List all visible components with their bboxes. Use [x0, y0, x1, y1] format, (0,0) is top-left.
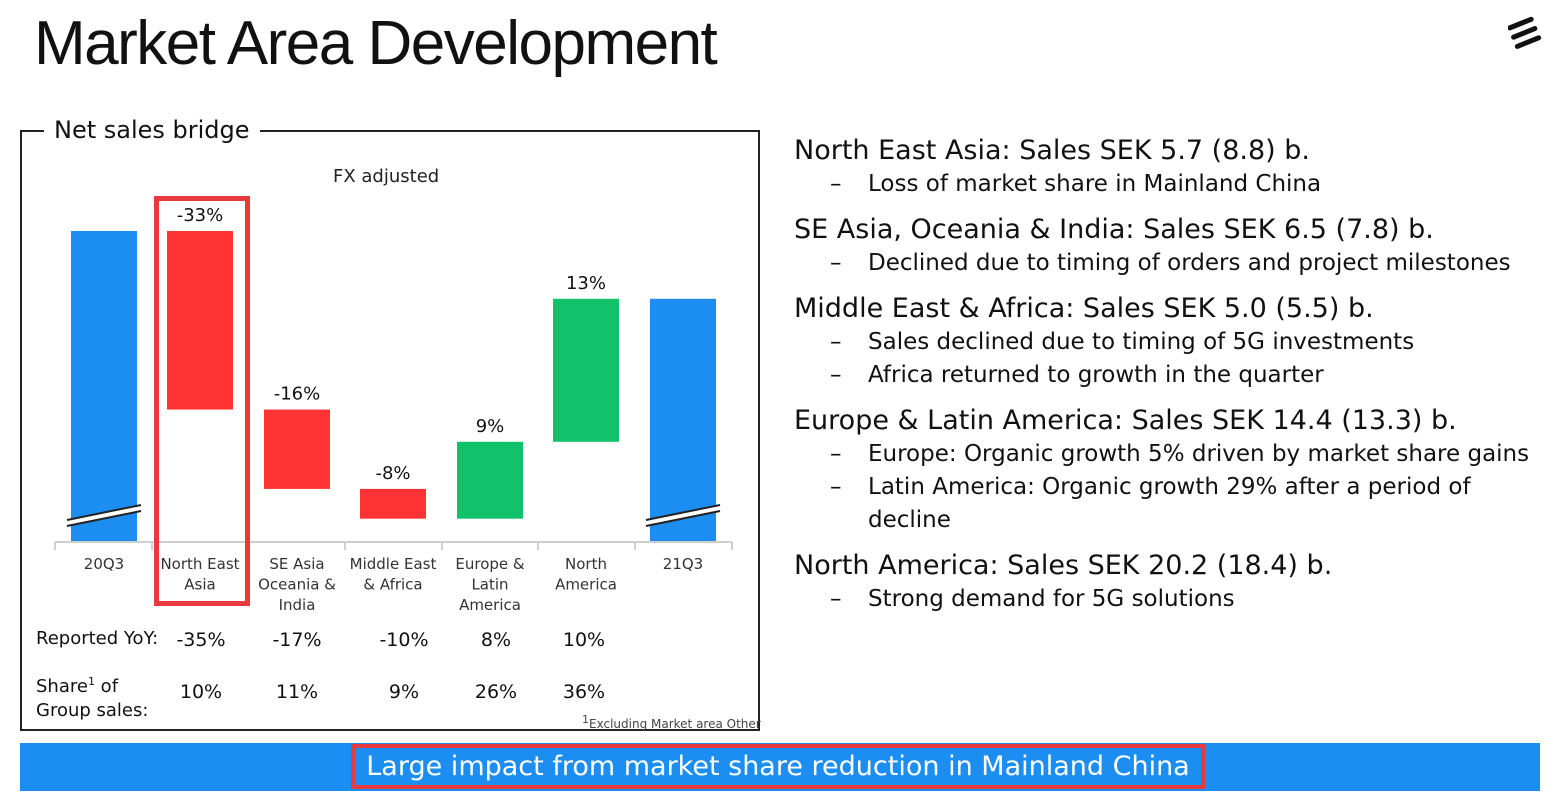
region-europe-latin-america: Europe & Latin America: Sales SEK 14.4 (… [794, 404, 1554, 537]
bar-4 [457, 441, 523, 519]
category-label-2-1: Oceania & [258, 576, 336, 594]
key-message-banner [20, 743, 1540, 791]
banner-text: Large impact from market share reduction… [366, 751, 1190, 782]
region-se-asia-oceania-india: SE Asia, Oceania & India: Sales SEK 6.5 … [794, 213, 1554, 280]
data-label-4: 9% [476, 416, 505, 437]
table-cell-reported-yoy-seaoi: -17% [272, 629, 322, 651]
banner-highlight-box [351, 744, 1205, 789]
table-cell-reported-yoy-nea: -35% [176, 629, 226, 651]
category-label-6-0: 21Q3 [663, 555, 703, 573]
axis-break-line-b-6 [645, 510, 721, 527]
list-item: – Africa returned to growth in the quarte… [830, 362, 1324, 388]
footnote: 1Excluding Market area Other [582, 713, 761, 731]
category-label-2-2: India [279, 596, 316, 614]
category-label-0-0: 20Q3 [84, 555, 124, 573]
table-cell-reported-yoy-ela: 8% [480, 629, 512, 651]
category-label-5-0: North [565, 555, 607, 573]
list-item: – Sales declined due to timing of 5G inve… [830, 329, 1415, 355]
list-item: – Latin America: Organic growth 29% after… [830, 474, 1471, 533]
category-label-1-0: North East [160, 555, 239, 573]
table-cell-reported-yoy-na: 10% [562, 629, 606, 651]
region-heading: Europe & Latin America: Sales SEK 14.4 (… [794, 405, 1457, 436]
table-cell-share-ela: 26% [474, 681, 518, 703]
axis-break-line-b-0 [66, 510, 142, 527]
bar-1 [167, 231, 233, 410]
bar-2 [264, 409, 330, 489]
share-of-group-sales-label: Share1 of Group sales: [36, 675, 149, 721]
reported-yoy-label: Reported YoY: [36, 628, 159, 649]
region-north-america: North America: Sales SEK 20.2 (18.4) b. … [794, 549, 1554, 616]
region-heading: North East Asia: Sales SEK 5.7 (8.8) b. [794, 135, 1310, 166]
axis-break-line-a-6 [645, 504, 721, 521]
table-cell-share-seaoi: 11% [275, 681, 319, 703]
list-item: – Europe: Organic growth 5% driven by mar… [830, 441, 1530, 467]
region-north-east-asia: North East Asia: Sales SEK 5.7 (8.8) b. … [794, 134, 1554, 201]
bar-0 [71, 231, 137, 541]
list-item: – Strong demand for 5G solutions [830, 586, 1235, 612]
axis-break-line-a-0 [66, 504, 142, 521]
list-item: – Loss of market share in Mainland China [830, 171, 1322, 197]
category-label-3-1: & Africa [363, 576, 422, 594]
category-label-4-1: Latin [471, 576, 508, 594]
category-label-4-2: America [459, 596, 521, 614]
data-label-1: -33% [177, 205, 224, 226]
category-label-2-0: SE Asia [269, 555, 324, 573]
region-heading: Middle East & Africa: Sales SEK 5.0 (5.5… [794, 293, 1374, 324]
table-cell-share-mea: 9% [388, 681, 420, 703]
table-cell-share-nea: 10% [179, 681, 223, 703]
category-label-5-1: America [555, 576, 617, 594]
region-heading: North America: Sales SEK 20.2 (18.4) b. [794, 550, 1333, 581]
net-sales-bridge-panel [20, 130, 760, 731]
ericsson-logo-icon [1508, 16, 1542, 49]
region-commentary: North East Asia: Sales SEK 5.7 (8.8) b. … [794, 134, 1554, 628]
data-label-5: 13% [566, 273, 606, 294]
data-label-3: -8% [375, 463, 410, 484]
bar-6 [650, 298, 716, 541]
panel-title: Net sales bridge [44, 116, 260, 144]
category-label-1-1: Asia [184, 576, 215, 594]
bar-3 [360, 488, 426, 519]
table-cell-share-na: 36% [562, 681, 606, 703]
data-label-2: -16% [274, 384, 321, 405]
chart-subtitle: FX adjusted [333, 166, 440, 187]
axis-break-gap-0 [67, 505, 141, 526]
table-cell-reported-yoy-mea: -10% [379, 629, 429, 651]
axis-break-gap-6 [646, 505, 720, 526]
region-heading: SE Asia, Oceania & India: Sales SEK 6.5 … [794, 214, 1434, 245]
category-label-4-0: Europe & [455, 555, 525, 573]
category-label-3-0: Middle East [350, 555, 437, 573]
page-title: Market Area Development [34, 9, 718, 78]
region-middle-east-africa: Middle East & Africa: Sales SEK 5.0 (5.5… [794, 292, 1554, 392]
north-east-asia-highlight-box [154, 196, 250, 606]
bar-5 [553, 298, 619, 442]
list-item: – Declined due to timing of orders and pr… [830, 250, 1511, 276]
